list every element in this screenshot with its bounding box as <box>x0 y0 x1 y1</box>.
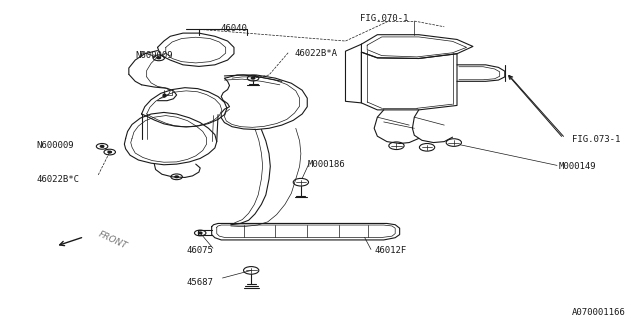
Text: 46075: 46075 <box>186 246 213 255</box>
Text: 46012F: 46012F <box>374 246 406 255</box>
Text: A070001166: A070001166 <box>572 308 626 317</box>
Text: FIG.070-1: FIG.070-1 <box>360 14 408 23</box>
Circle shape <box>252 77 255 79</box>
Circle shape <box>100 146 104 147</box>
Text: 46040: 46040 <box>221 24 248 33</box>
Circle shape <box>157 57 161 59</box>
Text: N600009: N600009 <box>135 51 173 60</box>
Circle shape <box>175 176 179 178</box>
Text: 45687: 45687 <box>186 278 213 287</box>
Text: M000186: M000186 <box>307 160 345 169</box>
Text: M000149: M000149 <box>559 162 596 171</box>
Text: 46022B*A: 46022B*A <box>294 49 337 58</box>
Circle shape <box>108 151 111 153</box>
Text: FRONT: FRONT <box>97 229 129 251</box>
Text: 46022B*C: 46022B*C <box>36 174 79 184</box>
Text: FIG.073-1: FIG.073-1 <box>572 135 620 144</box>
Text: N600009: N600009 <box>36 141 74 150</box>
Circle shape <box>198 232 202 234</box>
